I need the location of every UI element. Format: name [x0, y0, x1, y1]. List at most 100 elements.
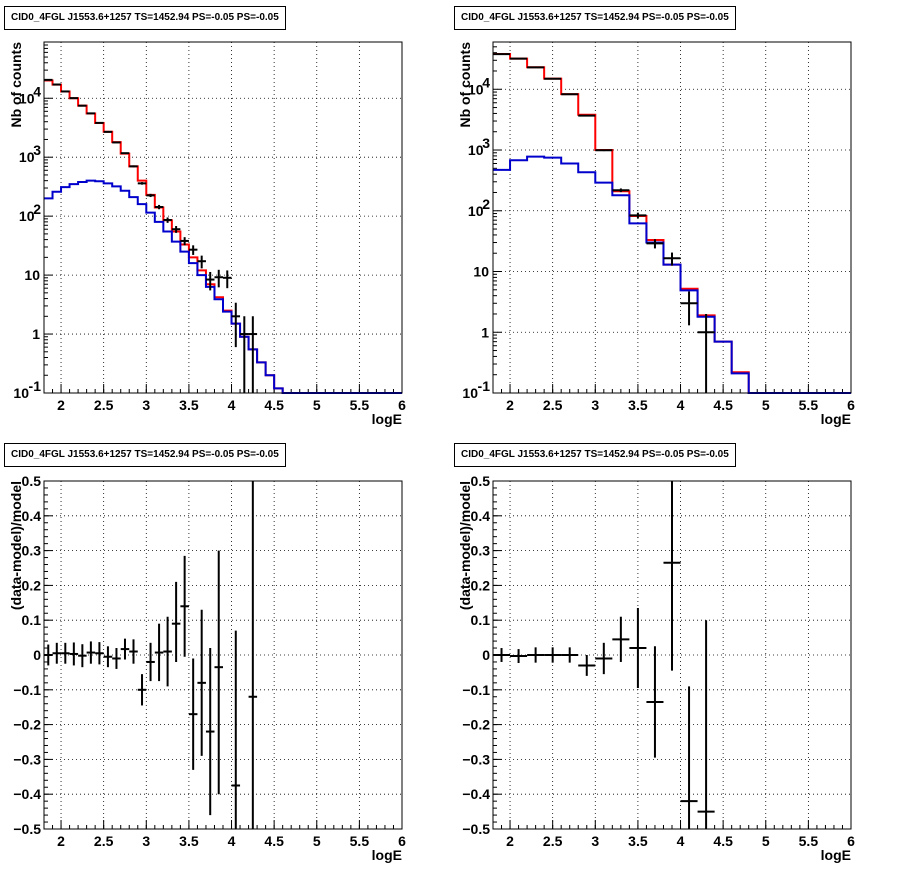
tick-label-x: 5 — [313, 833, 321, 849]
tick-label-x: 3 — [591, 397, 599, 413]
data-point — [69, 97, 79, 100]
data-point — [248, 481, 258, 829]
tick-label-y: −0.1 — [13, 682, 41, 698]
tick-label-x: 4 — [228, 397, 236, 413]
tick-label-y: 10 — [468, 81, 484, 97]
data-point — [680, 686, 698, 829]
data-point — [595, 149, 613, 152]
data-point — [697, 313, 715, 393]
data-point — [112, 141, 121, 144]
tick-label-y: 10 — [468, 142, 484, 158]
data-point — [646, 239, 664, 249]
data-point — [697, 620, 715, 829]
data-point — [120, 152, 130, 155]
y-axis-title: (data-model)/model — [457, 481, 473, 610]
data-point — [663, 252, 681, 266]
data-point — [95, 121, 104, 124]
plot-frame — [492, 41, 852, 394]
chart-counts-coarse-bins: 2 2.5 3 3.5 4 4.5 5 5.5 610 -1110102103104logENb … — [457, 41, 855, 427]
tick-label-y: −0.5 — [13, 821, 41, 837]
tick-label-x: 3 — [142, 397, 150, 413]
tick-label-y: −0.4 — [13, 786, 41, 802]
tick-label-y-exponent: -1 — [478, 378, 491, 394]
data-point — [646, 646, 664, 758]
data-point — [510, 649, 528, 664]
data-point — [231, 302, 241, 348]
tick-label-y: 0.2 — [22, 577, 42, 593]
panel-bottom-right: 2 2.5 3 3.5 4 4.5 5 5.5 6 −0.5 −0.4 −0.3 −0.2 −0.1 0 0.… — [449, 437, 898, 875]
data-point — [680, 291, 698, 326]
data-point — [86, 112, 96, 115]
data-point — [578, 114, 596, 117]
tick-label-x: 4.5 — [264, 833, 284, 849]
panel-bottom-left: 2 2.5 3 3.5 4 4.5 5 5.5 6 −0.5 −0.4 −0.3 −0.2 −0.1 0 0.… — [0, 437, 449, 875]
chart-title: CID0_4FGL J1553.6+1257 TS=1452.94 PS=-0.… — [4, 6, 286, 30]
data-point — [629, 608, 647, 689]
tick-label-x: 3.5 — [179, 833, 199, 849]
chart-title: CID0_4FGL J1553.6+1257 TS=1452.94 PS=-0.… — [454, 443, 736, 467]
tick-label-y: 10 — [462, 385, 478, 401]
tick-label-x: 2.5 — [94, 833, 114, 849]
tick-label-y-exponent: 4 — [482, 74, 490, 90]
tick-label-x: 2 — [506, 833, 514, 849]
data-point — [180, 237, 189, 246]
tick-label-y: 0.5 — [22, 473, 42, 489]
data-point — [612, 616, 630, 662]
data-point — [146, 193, 155, 198]
data-point — [231, 630, 241, 829]
data-point — [561, 93, 579, 96]
chart-title: CID0_4FGL J1553.6+1257 TS=1452.94 PS=-0.… — [4, 443, 286, 467]
data-point — [120, 638, 130, 660]
tick-label-x: 5 — [762, 833, 770, 849]
tick-label-y-exponent: 3 — [33, 142, 41, 158]
plot-frame — [43, 41, 403, 394]
tick-label-x: 4.5 — [713, 833, 733, 849]
tick-label-x: 2 — [506, 397, 514, 413]
data-point — [44, 644, 53, 666]
tick-label-x: 4.5 — [713, 397, 733, 413]
tick-label-y: 10 — [468, 203, 484, 219]
tick-label-y: 0 — [33, 647, 41, 663]
data-point — [95, 642, 104, 665]
chart-counts-fine-bins: 2 2.5 3 3.5 4 4.5 5 5.5 610 -1110102103104logENb … — [8, 41, 406, 427]
tick-label-y: −0.5 — [462, 821, 490, 837]
data-point — [103, 646, 113, 668]
tick-label-x: 4 — [228, 833, 236, 849]
data-point — [61, 642, 70, 664]
tick-label-y-exponent: 4 — [33, 83, 41, 99]
panel-top-right: 2 2.5 3 3.5 4 4.5 5 5.5 6 10 -1 1 10 10 2 10 3 10 4 logE Nb … — [449, 0, 898, 437]
data-point — [61, 90, 70, 93]
data-point — [197, 255, 206, 269]
data-point — [103, 130, 113, 133]
data-point — [205, 648, 215, 816]
data-point — [154, 204, 164, 210]
data-point — [248, 316, 258, 393]
data-point — [163, 616, 172, 687]
histogram-series — [44, 179, 402, 394]
plot-frame — [492, 480, 852, 830]
tick-label-x: 6 — [847, 833, 855, 849]
data-point — [52, 83, 62, 86]
tick-label-y: 0 — [482, 647, 490, 663]
data-point — [86, 641, 96, 664]
data-point — [52, 642, 62, 664]
tick-label-x: 5 — [313, 397, 321, 413]
data-point — [561, 647, 579, 663]
tick-label-x: 6 — [847, 397, 855, 413]
tick-label-x: 2.5 — [94, 397, 114, 413]
data-point — [188, 658, 198, 770]
data-point — [78, 644, 87, 668]
tick-label-y: 0.4 — [471, 508, 491, 524]
tick-label-x: 5.5 — [799, 833, 819, 849]
tick-label-x: 2 — [57, 397, 65, 413]
data-point — [493, 648, 511, 662]
tick-label-y: 10 — [19, 90, 35, 106]
tick-label-y: 0.2 — [471, 577, 491, 593]
tick-label-y-exponent: -1 — [29, 378, 42, 394]
data-point — [629, 212, 647, 219]
data-point — [78, 104, 87, 107]
tick-label-y: 10 — [473, 264, 489, 280]
tick-label-y: 0.5 — [471, 473, 491, 489]
data-point — [578, 655, 596, 676]
tick-label-y: 10 — [13, 385, 29, 401]
